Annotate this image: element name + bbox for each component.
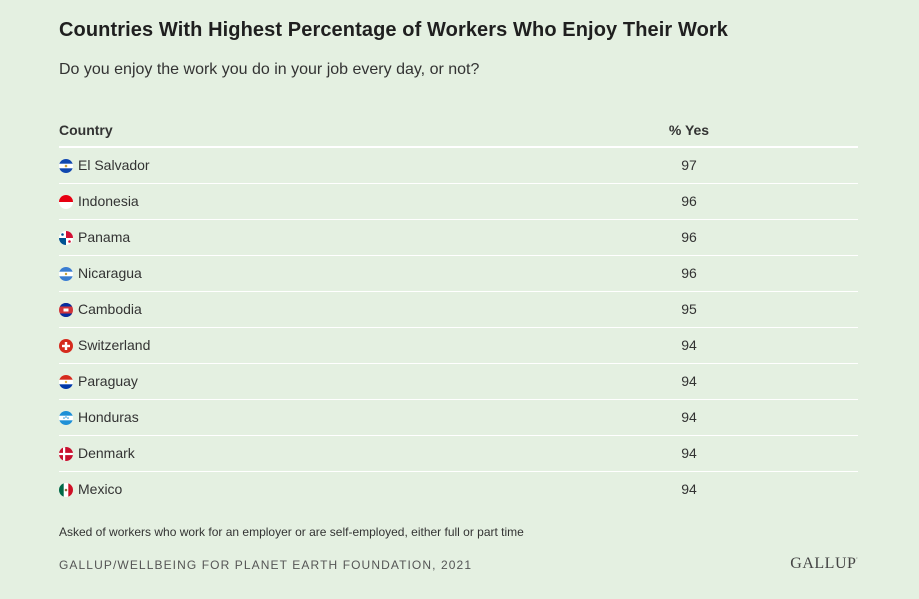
country-name: El Salvador <box>78 157 150 173</box>
table-row: El Salvador 97 <box>59 148 858 184</box>
percent-yes-value: 94 <box>681 337 697 353</box>
data-table: Country % Yes El Salvador 97 Indonesia 96 Pa… <box>59 112 858 507</box>
el-salvador-flag-icon <box>59 159 73 173</box>
country-name: Indonesia <box>78 193 139 209</box>
logo-mark: ' <box>856 557 858 564</box>
country-name: Mexico <box>78 481 123 497</box>
table-row: Switzerland 94 <box>59 328 858 364</box>
honduras-flag-icon <box>59 411 73 425</box>
country-name: Switzerland <box>78 337 151 353</box>
country-name: Paraguay <box>78 373 138 389</box>
switzerland-flag-icon <box>59 339 73 353</box>
percent-yes-value: 94 <box>681 445 697 461</box>
country-name: Panama <box>78 229 131 245</box>
percent-yes-value: 96 <box>681 229 697 245</box>
percent-yes-value: 94 <box>681 409 697 425</box>
country-name: Honduras <box>78 409 139 425</box>
percent-yes-value: 96 <box>681 193 697 209</box>
denmark-flag-icon <box>59 447 73 461</box>
paraguay-flag-icon <box>59 375 73 389</box>
column-header-country: Country <box>59 122 113 138</box>
percent-yes-value: 95 <box>681 301 697 317</box>
gallup-logo: GALLUP' <box>790 555 858 573</box>
country-name: Denmark <box>78 445 135 461</box>
cambodia-flag-icon <box>59 303 73 317</box>
table-row: Honduras 94 <box>59 400 858 436</box>
chart-subtitle: Do you enjoy the work you do in your job… <box>59 61 480 78</box>
percent-yes-value: 94 <box>681 481 697 497</box>
table-row: Cambodia 95 <box>59 292 858 328</box>
indonesia-flag-icon <box>59 195 73 209</box>
column-header-yes: % Yes <box>668 122 710 138</box>
table-row: Panama 96 <box>59 220 858 256</box>
table-row: Indonesia 96 <box>59 184 858 220</box>
logo-text: GALLUP <box>790 555 857 572</box>
mexico-flag-icon <box>59 483 73 497</box>
chart-title: Countries With Highest Percentage of Wor… <box>59 19 728 41</box>
panama-flag-icon <box>59 231 73 245</box>
table-body: El Salvador 97 Indonesia 96 Panama 96 Nicaragu… <box>59 148 858 507</box>
table-row: Mexico 94 <box>59 472 858 507</box>
table-row: Paraguay 94 <box>59 364 858 400</box>
country-name: Cambodia <box>78 301 142 317</box>
footnote: Asked of workers who work for an employe… <box>59 525 524 539</box>
table-header: Country % Yes <box>59 112 858 148</box>
country-name: Nicaragua <box>78 265 142 281</box>
source-line: GALLUP/WELLBEING FOR PLANET EARTH FOUNDA… <box>59 558 473 572</box>
percent-yes-value: 94 <box>681 373 697 389</box>
percent-yes-value: 96 <box>681 265 697 281</box>
percent-yes-value: 97 <box>681 157 697 173</box>
table-row: Denmark 94 <box>59 436 858 472</box>
table-row: Nicaragua 96 <box>59 256 858 292</box>
nicaragua-flag-icon <box>59 267 73 281</box>
